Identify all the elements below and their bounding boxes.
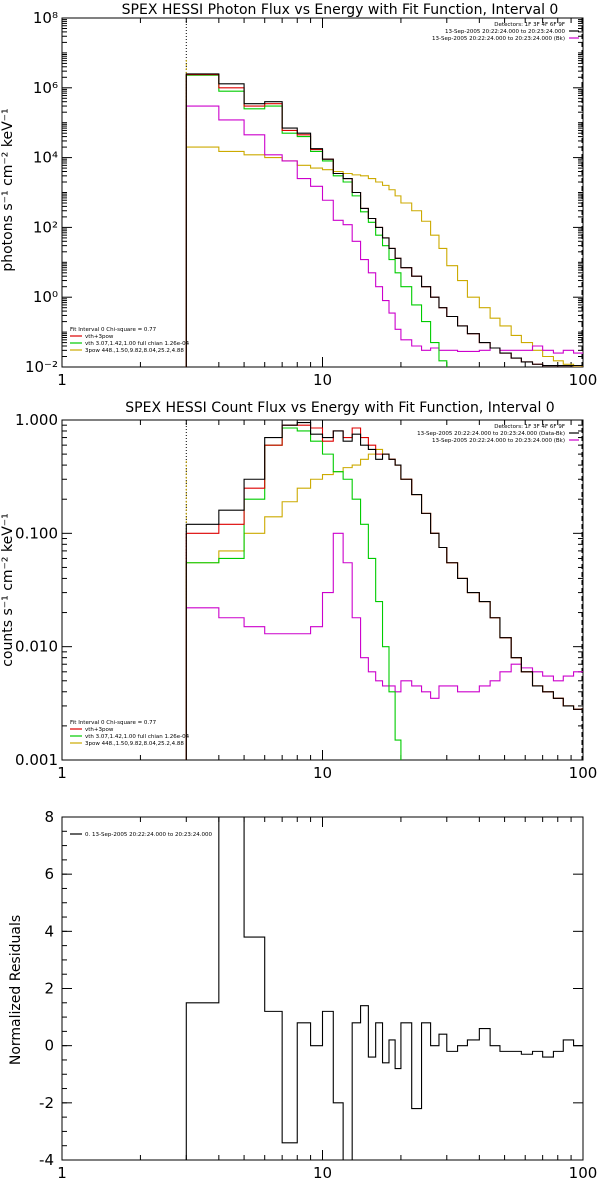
panel3-series-group [185,817,583,1160]
y-tick-label: 2 [44,980,54,998]
panel1-info-line: 13-Sep-2005 20:22:24.000 to 20:23:24.000… [432,36,565,42]
legend-entry: Fit Interval 0 Chi-square = 0.77 [70,327,157,333]
y-tick-label: 10⁰ [33,288,58,306]
panel1-info-line: 13-Sep-2005 20:22:24.000 to 20:23:24.000 [445,29,565,35]
panel2-series-0-line [185,421,583,760]
x-tick-label: 100 [569,371,598,389]
legend-entry: Fit Interval 0 Chi-square = 0.77 [70,720,157,726]
y-tick-label: -2 [39,1094,54,1112]
y-tick-label: 1.000 [15,411,58,429]
x-tick-label: 10 [313,1164,332,1182]
x-tick-label: 1 [57,1164,67,1182]
y-tick-label: 10⁸ [33,9,58,27]
legend-entry: 3pow 448.,1.50,9.82,8.04,25.2,4.88 [85,741,184,747]
legend-entry: 3pow 448.,1.50,9.82,8.04,25.2,4.88 [85,348,184,354]
legend-entry: 0. 13-Sep-2005 20:22:24.000 to 20:23:24.… [85,832,212,838]
panel2-series-2-line [185,427,402,760]
y-tick-label: 0.001 [15,751,58,769]
y-tick-label: 6 [44,865,54,883]
panel2-frame [61,419,584,761]
panel3-series-0-line [185,817,583,1160]
y-tick-label: -4 [39,1151,54,1169]
legend-entry: vth 3.07,1.42,1.00 full chian 1.26e-04 [85,341,190,347]
panel2-ylabel: counts s⁻¹ cm⁻² keV⁻¹ [0,513,16,667]
x-tick-label: 1 [57,764,67,782]
y-tick-label: 0 [44,1037,54,1055]
y-tick-label: 10⁶ [33,79,58,97]
panel1-series-2-line [185,74,448,367]
y-tick-label: 10⁻² [25,358,58,376]
panel1-series-4-line [185,146,583,367]
panel1-ylabel: photons s⁻¹ cm⁻² keV⁻¹ [0,108,16,271]
y-tick-label: 4 [44,922,54,940]
y-tick-label: 10² [33,218,58,236]
x-tick-label: 10 [313,371,332,389]
panel1-title: SPEX HESSI Photon Flux vs Energy with Fi… [122,2,559,18]
y-tick-label: 10⁴ [33,149,58,167]
x-tick-label: 1 [57,371,67,389]
panel1-series-0-line [185,73,583,367]
x-tick-label: 100 [569,764,598,782]
panel1-series-group [185,73,583,367]
legend-entry: vth 3.07,1.42,1.00 full chian 1.26e-04 [85,734,190,740]
panel2-info-line: 13-Sep-2005 20:22:24.000 to 20:23:24.000… [432,438,565,444]
panel2-info-line: Detectors: 1F 3F 4F 6F 9F [494,424,565,430]
x-tick-label: 10 [313,764,332,782]
panel2-series-group [185,421,583,760]
panel1-info-line: Detectors: 1F 3F 4F 6F 9F [494,22,565,28]
panel3-frame [61,816,584,1161]
panel1-series-3-line [185,105,583,367]
panel2-series-4-line [185,448,583,760]
x-tick-label: 100 [569,1164,598,1182]
legend-entry: vth+3pow [85,334,114,340]
panel2-info-line: 13-Sep-2005 20:22:24.000 to 20:23:24.000… [417,431,565,437]
panel1-series-1-line [185,73,583,367]
y-tick-label: 0.100 [15,524,58,542]
y-tick-label: 0.010 [15,638,58,656]
panel2-series-1-line [185,424,583,760]
legend-entry: vth+3pow [85,727,114,733]
panel3-ylabel: Normalized Residuals [8,915,24,1065]
panel2-title: SPEX HESSI Count Flux vs Energy with Fit… [125,400,554,416]
y-tick-label: 8 [44,808,54,826]
panel2-series-3-line [185,532,583,760]
